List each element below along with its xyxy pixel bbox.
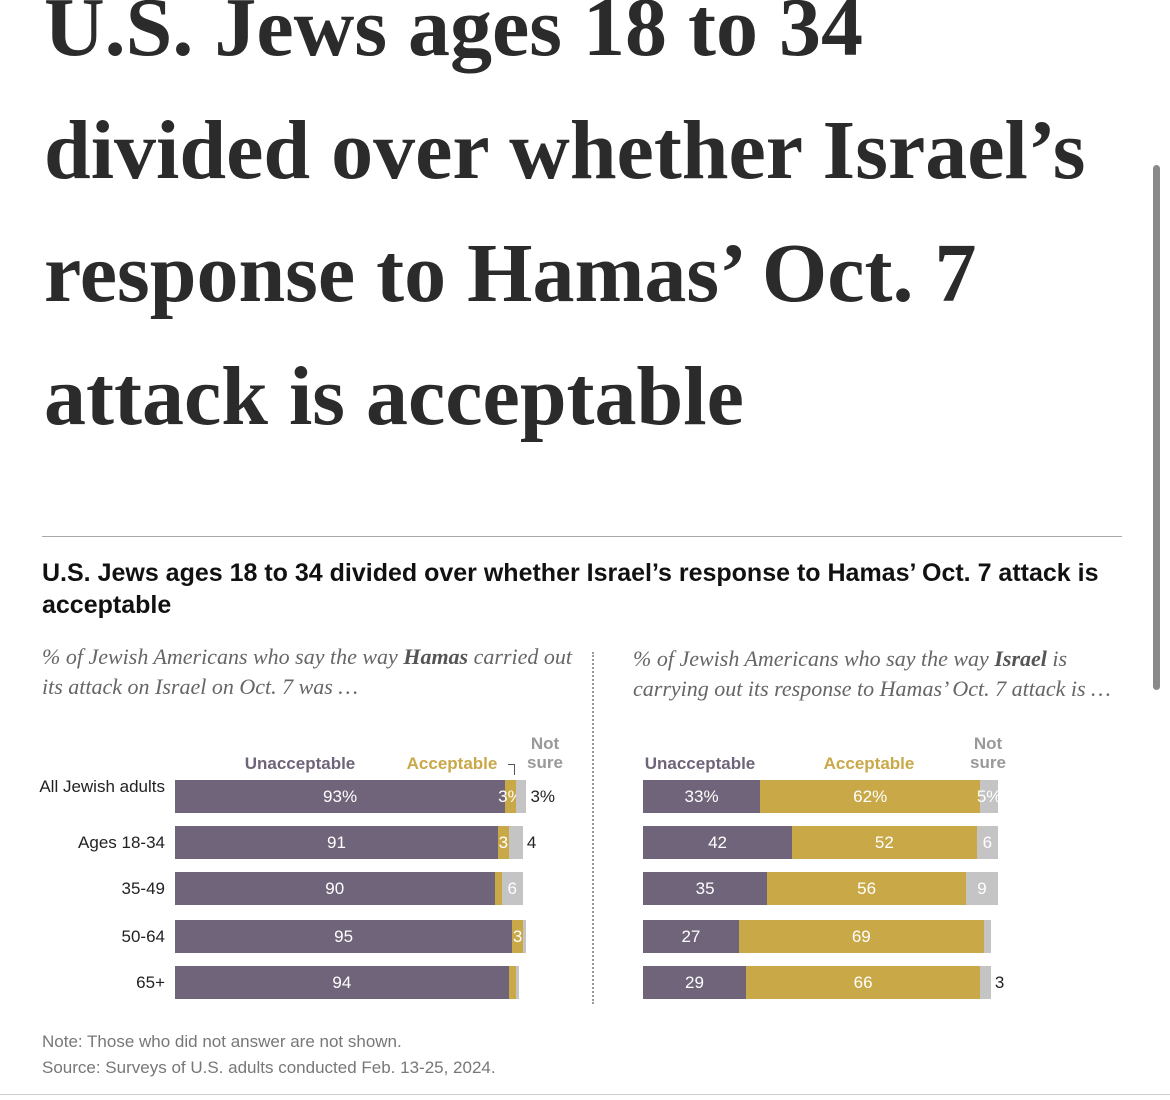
bar-segment	[980, 780, 998, 813]
value-label: 94	[332, 973, 352, 992]
value-label: 5%	[976, 787, 1002, 806]
value-label: 56	[857, 879, 877, 898]
value-label: 33%	[684, 787, 719, 806]
bar-segment	[505, 780, 516, 813]
bar-segment	[175, 920, 513, 953]
bar-segment	[643, 872, 768, 905]
value-label: 35	[695, 879, 715, 898]
bar-segment	[767, 872, 967, 905]
bar-segment	[512, 920, 523, 953]
value-label: 42	[708, 833, 727, 852]
value-label: 90	[325, 879, 345, 898]
value-label: 93%	[323, 787, 358, 806]
legend-label: Not sure	[970, 734, 1006, 772]
value-label: 6	[982, 833, 993, 852]
bar-segment	[760, 780, 981, 813]
value-label: 3	[994, 973, 1005, 992]
category-label: 65+	[136, 972, 165, 992]
value-label: 3	[498, 833, 509, 852]
value-label: 91	[327, 833, 346, 852]
bar-segment	[643, 780, 761, 813]
scrollbar[interactable]	[1153, 165, 1160, 690]
subtitle-part: % of Jewish Americans who say the way	[42, 644, 404, 669]
bar-segment	[494, 872, 502, 905]
value-label: 69	[851, 927, 871, 946]
legend-label: Acceptable	[406, 754, 498, 773]
bar-segment	[643, 966, 746, 999]
legend-label: Unacceptable	[644, 754, 756, 773]
bar-segment	[745, 966, 981, 999]
bar-segment	[175, 780, 506, 813]
chart-title: U.S. Jews ages 18 to 34 divided over whe…	[42, 559, 1099, 619]
bar-segment	[515, 780, 527, 813]
source: Source: Surveys of U.S. adults conducted…	[42, 1058, 496, 1077]
value-label: 4	[526, 833, 537, 852]
value-label: 52	[874, 833, 894, 852]
bar-segment	[501, 872, 523, 905]
subtitle-part: % of Jewish Americans who say the way	[633, 646, 995, 671]
category-label: Ages 18-34	[78, 832, 165, 852]
value-label: 3%	[530, 787, 556, 806]
bar-segment	[980, 966, 991, 999]
bar-segment	[738, 920, 984, 953]
divider	[592, 652, 594, 1004]
value-label: 3	[512, 927, 523, 946]
legend-label: Not sure	[527, 734, 563, 772]
note: Note: Those who did not answer are not s…	[42, 1032, 402, 1051]
value-label: 95	[334, 927, 354, 946]
bar-segment	[508, 966, 516, 999]
bar-segment	[643, 920, 739, 953]
bar-segment	[792, 826, 977, 859]
bottom-border	[0, 1094, 1170, 1095]
value-label: 9	[977, 879, 987, 898]
bar-segment	[508, 826, 523, 859]
subtitle-part: carried out its attack on Israel on Oct.…	[42, 644, 573, 699]
category-label: All Jewish adults	[39, 776, 165, 796]
value-label: 27	[681, 927, 701, 946]
subtitle-part: Hamas	[403, 644, 469, 669]
bar-segment	[175, 872, 495, 905]
bar-segment	[175, 966, 509, 999]
bar-segment	[966, 872, 998, 905]
value-label: 62%	[853, 787, 888, 806]
bar-segment	[515, 966, 520, 999]
subtitle: % of Jewish Americans who say the way Ha…	[42, 642, 572, 702]
legend-label: Acceptable	[823, 754, 915, 773]
value-label: 66	[853, 973, 873, 992]
subtitle: % of Jewish Americans who say the way Is…	[633, 644, 1133, 704]
legend-leader	[508, 764, 515, 775]
subtitle-part: is carrying out its response to Hamas’ O…	[633, 646, 1111, 701]
value-label: 6	[507, 879, 517, 898]
rule	[42, 536, 1122, 537]
value-label: 29	[685, 973, 704, 992]
category-label: 50-64	[121, 926, 165, 946]
legend-label: Unacceptable	[244, 754, 356, 773]
subtitle-part: Israel	[994, 646, 1047, 671]
bar-segment	[983, 920, 991, 953]
bar-segment	[498, 826, 509, 859]
bar-segment	[175, 826, 499, 859]
bar-segment	[976, 826, 998, 859]
bar-segment	[522, 920, 527, 953]
category-label: 35-49	[121, 878, 165, 898]
bar-segment	[643, 826, 793, 859]
headline: U.S. Jews ages 18 to 34 divided over whe…	[44, 0, 1086, 443]
